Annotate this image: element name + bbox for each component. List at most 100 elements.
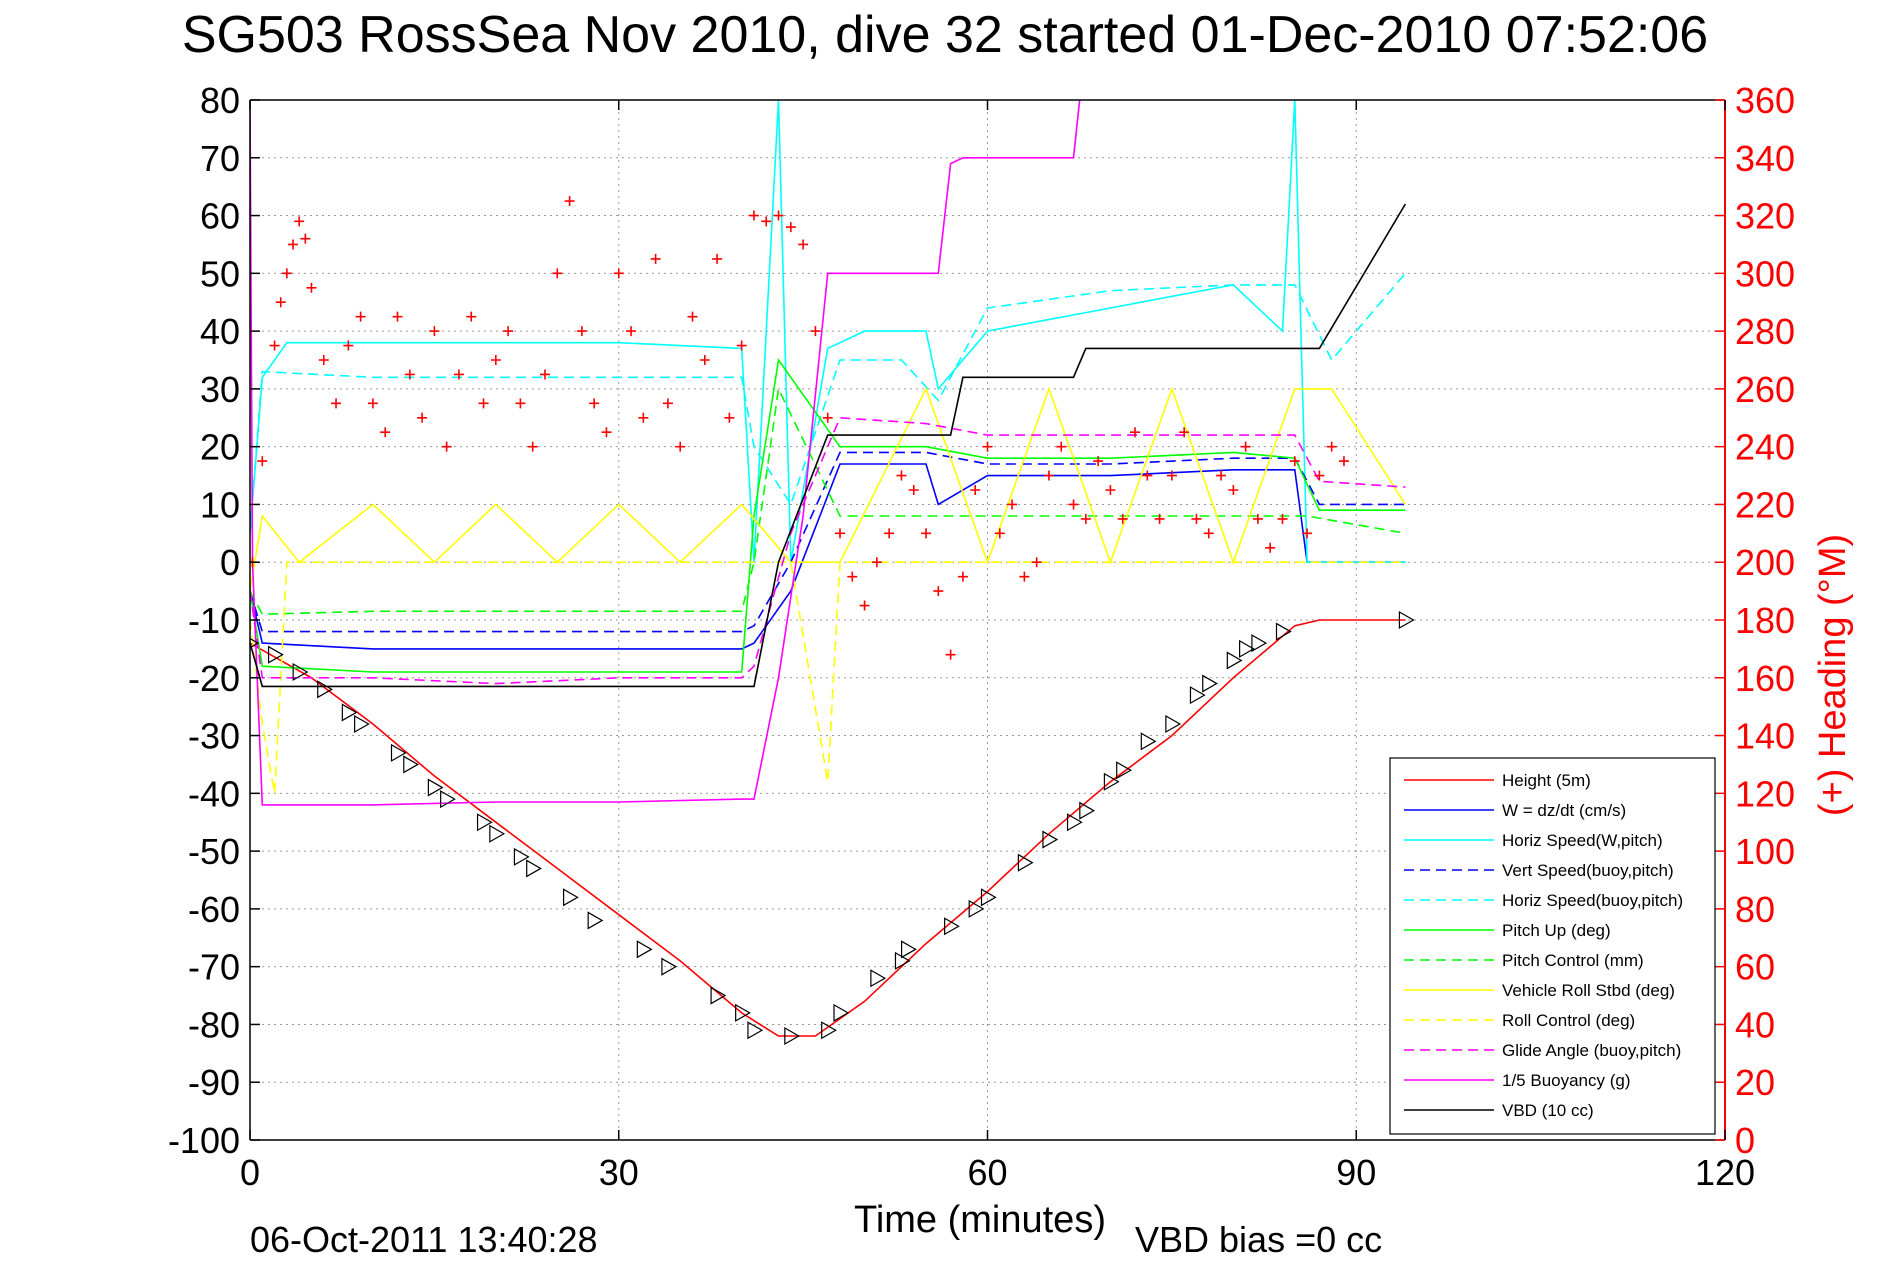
y-tick-label-right: 160 bbox=[1735, 658, 1795, 699]
height-marker bbox=[427, 778, 444, 797]
heading-point bbox=[884, 528, 895, 539]
x-tick-label: 60 bbox=[967, 1152, 1007, 1193]
height-marker bbox=[710, 986, 727, 1005]
height-marker bbox=[870, 969, 887, 988]
height-marker bbox=[1103, 772, 1120, 791]
heading-point bbox=[921, 528, 932, 539]
heading-point bbox=[650, 253, 661, 264]
height-marker bbox=[489, 824, 506, 843]
height-marker bbox=[250, 637, 260, 649]
legend-label: W = dz/dt (cm/s) bbox=[1502, 801, 1626, 820]
heading-point bbox=[687, 311, 698, 322]
y-tick-label-right: 0 bbox=[1735, 1120, 1755, 1161]
y-tick-label-left: 70 bbox=[200, 138, 240, 179]
heading-point bbox=[281, 268, 292, 279]
heading-point bbox=[1216, 470, 1227, 481]
height-marker bbox=[636, 940, 653, 959]
heading-point bbox=[1240, 441, 1251, 452]
heading-point bbox=[1007, 499, 1018, 510]
height-marker bbox=[1239, 639, 1255, 658]
x-tick-label: 0 bbox=[240, 1152, 260, 1193]
height-marker bbox=[476, 813, 493, 832]
series-line bbox=[250, 100, 1406, 564]
height-marker bbox=[403, 755, 420, 774]
y-tick-label-left: -80 bbox=[188, 1004, 240, 1045]
height-marker bbox=[1275, 622, 1292, 641]
heading-point bbox=[613, 268, 624, 279]
height-marker bbox=[735, 1003, 751, 1022]
y-tick-label-right: 320 bbox=[1735, 196, 1795, 237]
heading-point bbox=[392, 311, 403, 322]
y-tick-label-left: -30 bbox=[188, 716, 240, 757]
heading-point bbox=[601, 427, 612, 438]
height-marker bbox=[1226, 651, 1243, 670]
heading-point bbox=[1043, 470, 1054, 481]
heading-point bbox=[1080, 513, 1091, 524]
heading-point bbox=[810, 326, 821, 337]
y-tick-label-left: 80 bbox=[200, 80, 240, 121]
height-marker bbox=[1079, 801, 1096, 820]
heading-point bbox=[429, 326, 440, 337]
heading-point bbox=[466, 311, 477, 322]
x-tick-label: 120 bbox=[1695, 1152, 1755, 1193]
heading-point bbox=[847, 571, 858, 582]
y-tick-label-right: 300 bbox=[1735, 253, 1795, 294]
heading-point bbox=[1093, 456, 1104, 467]
y-tick-label-right: 220 bbox=[1735, 484, 1795, 525]
heading-point bbox=[1179, 427, 1190, 438]
heading-point bbox=[933, 586, 944, 597]
height-marker bbox=[1202, 674, 1218, 693]
legend-box bbox=[1389, 757, 1716, 1135]
heading-point bbox=[300, 233, 311, 244]
y-tick-label-right: 20 bbox=[1735, 1062, 1775, 1103]
heading-point bbox=[1019, 571, 1030, 582]
heading-point bbox=[859, 600, 870, 611]
legend-label: Glide Angle (buoy,pitch) bbox=[1502, 1041, 1681, 1060]
heading-point bbox=[1130, 427, 1140, 438]
heading-point bbox=[1031, 557, 1042, 568]
y-tick-label-right: 120 bbox=[1735, 773, 1795, 814]
y-tick-label-right: 80 bbox=[1735, 889, 1775, 930]
heading-point bbox=[294, 216, 305, 227]
plot-area: 0 30 60 90 12080706050403020100-10-20-30-40-… bbox=[168, 80, 1795, 1193]
y-tick-label-right: 140 bbox=[1735, 716, 1795, 757]
chart-title: SG503 RossSea Nov 2010, dive 32 started … bbox=[182, 6, 1708, 64]
height-marker bbox=[526, 859, 542, 878]
heading-point bbox=[331, 398, 342, 409]
heading-point bbox=[343, 340, 354, 351]
heading-point bbox=[773, 210, 784, 221]
heading-point bbox=[982, 441, 993, 452]
height-marker bbox=[784, 1026, 801, 1046]
x-axis-label: Time (minutes) bbox=[854, 1199, 1106, 1241]
y-tick-label-left: -60 bbox=[188, 889, 240, 930]
heading-point bbox=[626, 326, 637, 337]
legend-label: VBD (10 cc) bbox=[1502, 1101, 1594, 1120]
heading-point bbox=[1154, 513, 1165, 524]
y-tick-label-right: 40 bbox=[1735, 1004, 1775, 1045]
heading-point bbox=[1302, 528, 1313, 539]
height-marker bbox=[901, 940, 917, 959]
heading-point bbox=[1338, 456, 1349, 467]
height-marker bbox=[341, 703, 358, 722]
heading-point bbox=[675, 441, 686, 452]
heading-point bbox=[503, 326, 514, 337]
x-tick-label: 30 bbox=[599, 1152, 639, 1193]
y-tick-label-right: 260 bbox=[1735, 369, 1795, 410]
y-tick-label-left: -70 bbox=[188, 947, 240, 988]
y-tick-label-left: 10 bbox=[200, 484, 240, 525]
height-marker bbox=[317, 680, 333, 699]
heading-point bbox=[1228, 485, 1239, 495]
legend-label: 1/5 Buoyancy (g) bbox=[1502, 1071, 1631, 1090]
y-tick-label-left: 50 bbox=[200, 253, 240, 294]
y-tick-label-right: 100 bbox=[1735, 831, 1795, 872]
series-line bbox=[250, 451, 1406, 633]
heading-point bbox=[564, 196, 575, 207]
height-marker bbox=[513, 847, 530, 866]
heading-point bbox=[490, 355, 501, 365]
series-line bbox=[250, 272, 1407, 534]
height-marker bbox=[390, 743, 407, 762]
series-line bbox=[250, 386, 1406, 616]
y-tick-label-right: 180 bbox=[1735, 600, 1795, 641]
heading-point bbox=[1314, 470, 1325, 481]
